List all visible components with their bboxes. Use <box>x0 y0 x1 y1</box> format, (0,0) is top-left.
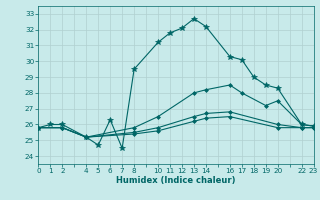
X-axis label: Humidex (Indice chaleur): Humidex (Indice chaleur) <box>116 176 236 185</box>
